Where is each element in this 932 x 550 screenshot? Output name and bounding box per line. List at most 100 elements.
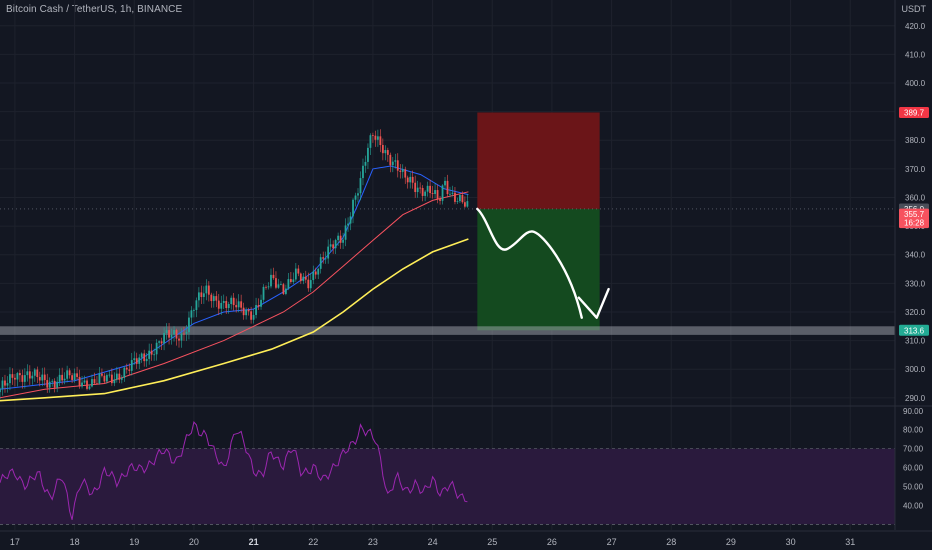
- candle: [63, 372, 66, 385]
- candle: [155, 339, 158, 361]
- candle-body: [88, 386, 91, 389]
- candle-body: [362, 165, 364, 179]
- rsi-tick-label: 90.00: [903, 407, 924, 416]
- candle-body: [46, 380, 49, 388]
- candle-body: [454, 192, 456, 202]
- rsi-band: [0, 448, 895, 525]
- candle-body: [332, 244, 335, 249]
- candle-body: [36, 369, 39, 378]
- candle-body: [56, 381, 59, 388]
- candle: [255, 297, 257, 319]
- candle-body: [220, 302, 223, 309]
- candle: [411, 170, 414, 189]
- candle-body: [43, 374, 46, 381]
- time-tick-label: 26: [547, 537, 557, 547]
- candle-body: [394, 160, 397, 162]
- candle-body: [155, 342, 158, 355]
- candle-body: [446, 180, 449, 195]
- candle: [215, 291, 218, 308]
- candle: [431, 185, 434, 199]
- candle-body: [389, 154, 392, 166]
- candle-body: [260, 299, 262, 307]
- candle-body: [93, 379, 96, 384]
- candle-body: [444, 180, 446, 186]
- candle-body: [222, 301, 225, 303]
- rsi-tick-label: 60.00: [903, 464, 924, 473]
- candle-body: [399, 170, 402, 172]
- candle-body: [118, 373, 121, 380]
- candle-body: [0, 388, 1, 393]
- price-tick-label: 320.0: [905, 308, 926, 317]
- candle: [200, 285, 203, 304]
- candle-body: [173, 330, 175, 335]
- candle-body: [38, 377, 41, 381]
- candle: [232, 293, 235, 311]
- candle-body: [369, 135, 372, 148]
- candle-body: [379, 136, 382, 146]
- candle: [143, 349, 146, 367]
- rsi-line: [0, 421, 468, 520]
- candle: [51, 379, 54, 387]
- candle-body: [359, 178, 362, 194]
- candle: [384, 145, 387, 161]
- candle-body: [466, 201, 469, 207]
- candle: [312, 265, 315, 285]
- price-label: 313.6: [904, 326, 925, 335]
- candle: [138, 354, 141, 370]
- candle: [434, 183, 436, 199]
- price-tick-label: 290.0: [905, 394, 926, 403]
- candle: [347, 217, 349, 232]
- moving-average-2: [0, 191, 469, 399]
- candle: [277, 278, 280, 289]
- candle-body: [91, 379, 93, 387]
- candle-body: [255, 305, 257, 315]
- candle: [222, 294, 225, 310]
- support-band: [0, 326, 895, 335]
- candle: [359, 171, 362, 201]
- candle: [33, 368, 36, 382]
- candle: [98, 366, 101, 385]
- candle-body: [115, 373, 118, 380]
- price-tick-label: 340.0: [905, 251, 926, 260]
- candle-body: [96, 383, 98, 385]
- candle: [444, 176, 446, 189]
- candle: [96, 376, 98, 385]
- candle: [374, 130, 377, 147]
- candle: [376, 129, 379, 147]
- candle: [439, 195, 441, 205]
- candle: [78, 369, 81, 389]
- candle: [210, 292, 213, 308]
- candle: [148, 343, 151, 365]
- candle-body: [354, 195, 357, 200]
- candle: [275, 271, 277, 290]
- candle-body: [140, 353, 143, 358]
- candle-body: [349, 216, 352, 224]
- candle-body: [357, 193, 359, 196]
- candle: [9, 367, 11, 391]
- candle-body: [312, 271, 315, 281]
- candle: [292, 272, 295, 285]
- candle-body: [426, 185, 429, 192]
- candle: [419, 182, 422, 194]
- candle-body: [347, 223, 349, 226]
- candle: [299, 272, 302, 284]
- candle: [36, 366, 39, 384]
- candle: [424, 190, 427, 202]
- candle: [416, 180, 419, 198]
- candle-body: [113, 379, 116, 384]
- candle-body: [391, 161, 394, 166]
- candle: [48, 377, 51, 393]
- candle: [1, 376, 4, 396]
- time-tick-label: 18: [70, 537, 80, 547]
- candle: [334, 238, 337, 255]
- candle: [282, 282, 285, 295]
- candle: [436, 184, 439, 204]
- candle-body: [404, 169, 407, 178]
- candle-body: [307, 279, 310, 289]
- candle: [103, 372, 106, 384]
- candle: [302, 272, 305, 285]
- candle-body: [337, 235, 340, 241]
- candle: [188, 311, 190, 340]
